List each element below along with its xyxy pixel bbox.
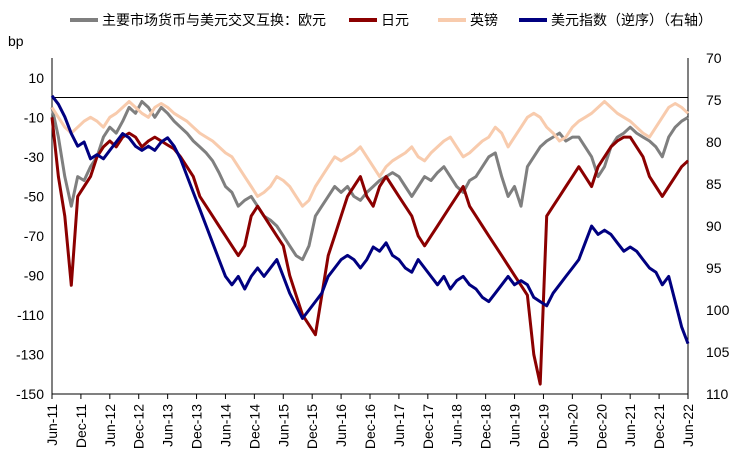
left-y-tick-label: -70 [24,228,44,244]
right-y-tick-label: 100 [706,302,730,318]
legend-label-0: 主要市场货币与美元交叉互换：欧元 [102,12,326,29]
right-y-tick-label: 80 [706,134,722,150]
x-tick-label: Dec-14 [246,404,262,449]
x-tick-label: Jun-17 [391,404,407,447]
x-tick-label: Jun-19 [507,404,523,447]
series-line-1 [50,117,690,386]
left-y-tick-label: -30 [24,149,44,165]
x-tick-label: Dec-16 [362,404,378,449]
left-y-tick-label: -130 [16,346,44,362]
series-line-2 [50,100,690,208]
x-tick-label: Dec-15 [304,404,320,449]
left-y-tick-label: -110 [17,307,44,323]
y-axis-unit-label: bp [8,33,24,49]
x-tick-label: Jun-22 [680,404,696,447]
x-tick-label: Dec-13 [189,404,205,449]
series-line-0 [50,100,689,262]
x-tick-label: Dec-20 [593,404,609,449]
right-y-tick-label: 75 [706,92,722,108]
x-tick-label: Jun-18 [449,404,465,447]
x-tick-label: Jun-11 [44,404,60,446]
x-tick-label: Dec-21 [651,404,667,449]
left-y-tick-label: -10 [24,109,44,125]
legend-label-3: 美元指数（逆序）（右轴） [551,13,712,29]
legend-label-1: 日元 [381,13,409,29]
series-lines [50,94,690,386]
x-tick-label: Jun-16 [333,404,349,447]
x-tick-label: Jun-15 [275,404,291,447]
left-y-tick-label: -90 [24,267,44,283]
x-tick-label: Dec-12 [131,404,147,449]
x-tick-label: Dec-11 [73,404,89,448]
right-y-tick-label: 95 [706,260,722,276]
legend-label-2: 英镑 [470,12,498,29]
right-y-tick-label: 110 [706,386,729,402]
x-axis: Jun-11 Dec-11 Jun-12 Dec-12 Jun-13 Dec-13 Jun-… [44,393,696,449]
x-tick-label: Jun-14 [217,404,233,447]
left-y-axis: 10 -10 -30 -50 -70 -90 -110 -130 -150 [16,58,53,402]
x-tick-label: Dec-17 [420,404,436,449]
right-y-tick-label: 85 [706,176,722,192]
legend: 主要市场货币与美元交叉互换：欧元 日元 英镑 美元指数（逆序）（右轴） [70,12,712,29]
left-y-tick-label: -150 [16,386,44,402]
right-y-tick-label: 90 [706,218,722,234]
series-line-3 [50,94,690,345]
right-y-axis: 70 75 80 85 90 95 100 105 110 [687,50,730,402]
right-y-tick-label: 70 [706,50,722,66]
x-tick-label: Jun-20 [564,404,580,447]
left-y-tick-label: -50 [24,188,44,204]
x-tick-label: Dec-19 [535,404,551,449]
x-tick-label: Jun-21 [622,404,638,447]
x-tick-label: Jun-13 [160,404,176,447]
x-tick-label: Jun-12 [102,404,118,447]
x-tick-label: Dec-18 [478,404,494,449]
right-y-tick-label: 105 [706,344,730,360]
left-y-tick-label: 10 [28,70,44,86]
